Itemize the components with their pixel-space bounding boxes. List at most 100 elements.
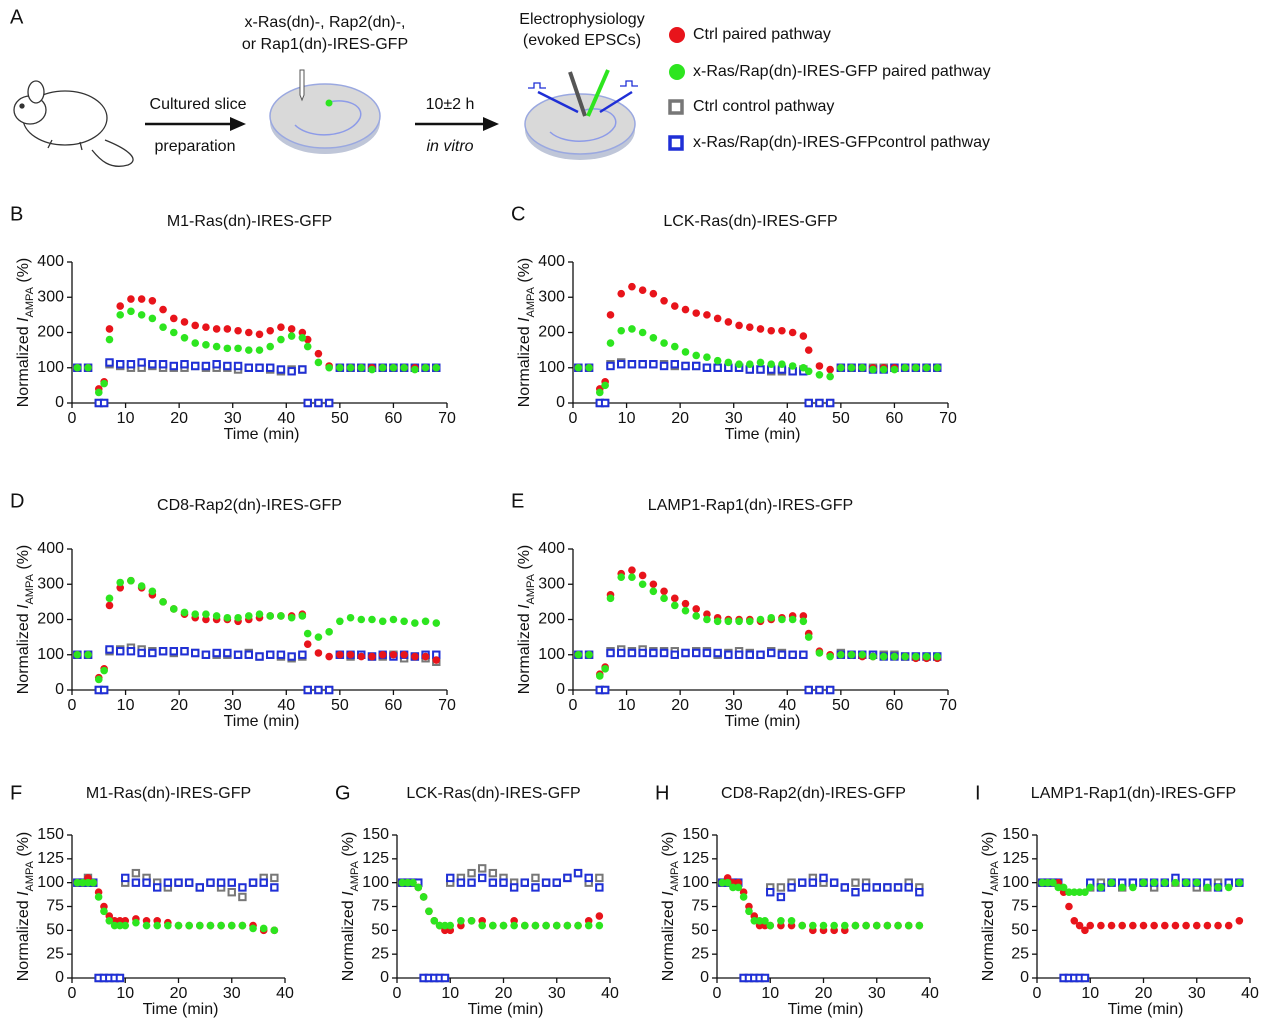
x-axis-label: Time (min) (224, 426, 300, 443)
data-point (456, 878, 466, 887)
data-point (703, 311, 711, 319)
y-axis-label-part: I (516, 317, 533, 322)
data-point (617, 289, 626, 298)
data-point (227, 878, 236, 887)
data-point (862, 921, 870, 930)
data-point (212, 325, 221, 333)
data-point (563, 921, 572, 930)
data-point (116, 311, 125, 319)
data-point (191, 610, 200, 619)
data-point (617, 360, 626, 369)
data-point (255, 346, 264, 354)
x-tick-label: 50 (331, 410, 349, 427)
data-point (259, 924, 268, 933)
x-tick-label: 30 (548, 985, 566, 1002)
data-point (808, 878, 818, 887)
data-point (368, 365, 376, 374)
data-point (883, 921, 892, 930)
x-tick-label: 50 (832, 410, 850, 427)
data-point (180, 360, 189, 369)
data-point (169, 647, 178, 656)
y-axis-label-part: (%) (15, 832, 32, 861)
data-point (432, 656, 441, 664)
y-tick-label: 0 (556, 681, 565, 698)
data-point (1086, 921, 1095, 930)
data-point (510, 921, 518, 930)
data-point (815, 649, 824, 657)
data-point (724, 617, 733, 626)
data-point (159, 598, 167, 606)
y-tick-label: 0 (1020, 969, 1029, 986)
data-point (357, 615, 366, 624)
data-point (681, 361, 690, 371)
chart: D CD8-Rap2(dn)-IRES-GFP 0 100 200 300 400 0 10 20… (10, 490, 456, 730)
y-axis-label: Normalized IAMPA (%) (340, 832, 361, 982)
data-point (105, 594, 114, 603)
data-point (105, 325, 114, 333)
data-point (521, 921, 529, 930)
data-point (777, 650, 787, 659)
data-point (750, 917, 759, 925)
data-point (233, 650, 243, 659)
y-tick-label: 75 (1011, 898, 1029, 915)
data-point (585, 650, 593, 659)
data-point (617, 648, 626, 658)
data-point (223, 613, 232, 622)
data-point (411, 652, 419, 661)
data-point (809, 921, 817, 930)
data-point (799, 363, 808, 372)
x-axis-label: Time (min) (788, 1001, 864, 1018)
data-point (703, 610, 711, 619)
y-axis-label-part: AMPA (24, 860, 36, 891)
data-point (127, 576, 135, 585)
x-tick-label: 0 (569, 697, 578, 714)
y-tick-label: 100 (538, 359, 565, 376)
x-tick-label: 10 (117, 410, 135, 427)
legend-label: x-Ras/Rap(dn)-IRES-GFPcontrol pathway (693, 134, 990, 151)
data-point (180, 333, 189, 342)
y-axis-label: Normalized IAMPA (%) (15, 545, 36, 695)
x-tick-label: 30 (224, 410, 242, 427)
legend-marker (668, 135, 684, 151)
x-tick-label: 10 (441, 985, 459, 1002)
data-point (595, 672, 604, 680)
step-label: Cultured slice (150, 96, 247, 113)
data-point (1081, 926, 1089, 935)
data-point (99, 398, 109, 408)
x-tick-label: 40 (276, 985, 294, 1002)
data-point (234, 613, 242, 622)
x-tick-label: 0 (1033, 985, 1042, 1002)
data-point (201, 650, 211, 659)
data-point (1224, 883, 1233, 892)
chart-title: LCK-Ras(dn)-IRES-GFP (663, 213, 837, 230)
legend-marker (669, 64, 685, 80)
data-point (912, 363, 920, 372)
data-point (777, 917, 785, 925)
data-point (126, 647, 136, 656)
x-tick-label: 10 (117, 697, 135, 714)
x-tick-label: 40 (277, 410, 295, 427)
x-tick-label: 50 (832, 697, 850, 714)
data-point (105, 358, 114, 367)
panel-letter: E (511, 490, 524, 512)
data-point (872, 883, 881, 892)
data-point (1235, 878, 1244, 887)
data-point (276, 365, 286, 374)
data-point (904, 883, 913, 892)
data-point (238, 892, 247, 902)
panel-letter: A (10, 6, 24, 28)
data-point (153, 921, 161, 930)
data-point (212, 612, 221, 620)
data-point (638, 286, 647, 295)
data-point (574, 650, 583, 659)
chart: B M1-Ras(dn)-IRES-GFP 0 100 200 300 400 0 10 20 30… (10, 203, 456, 443)
data-point (574, 921, 582, 930)
y-tick-label: 300 (538, 288, 565, 305)
data-point (692, 605, 701, 613)
data-point (78, 878, 87, 887)
data-point (628, 573, 636, 581)
data-point (276, 650, 286, 659)
data-point (894, 921, 902, 930)
data-point (158, 647, 168, 656)
data-point (1161, 921, 1169, 930)
